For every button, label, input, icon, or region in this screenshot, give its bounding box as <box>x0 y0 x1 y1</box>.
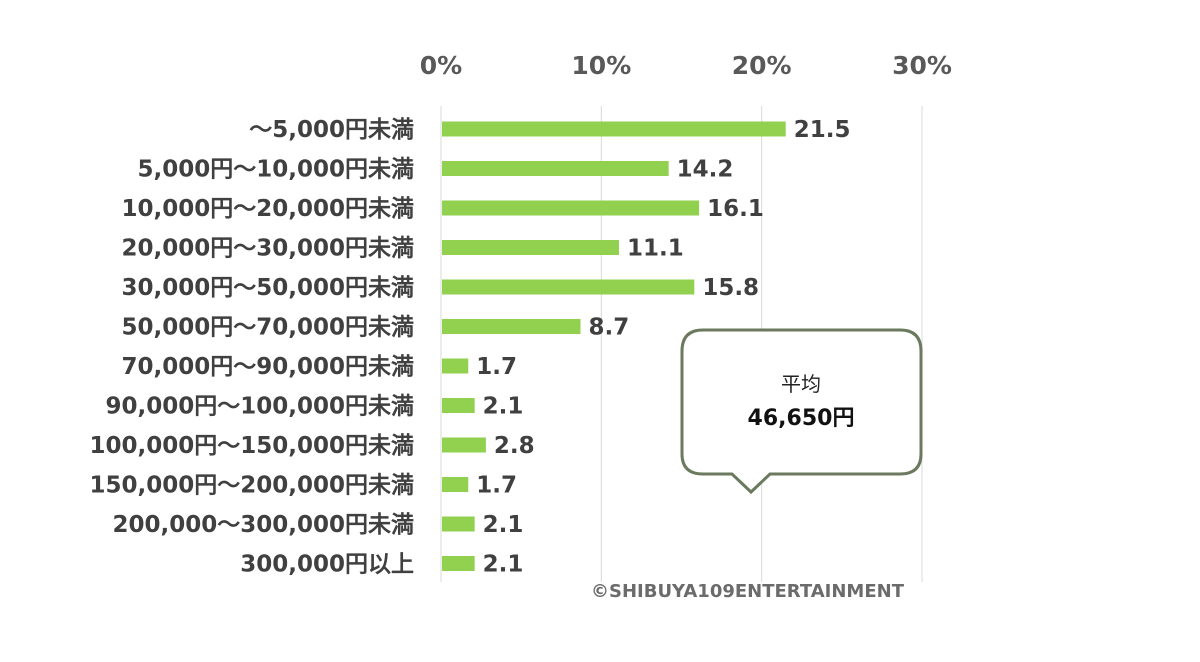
category-label: 30,000円～50,000円未満 <box>121 275 414 301</box>
average-callout: 平均 46,650円 <box>680 328 923 495</box>
credit-text: ©SHIBUYA109ENTERTAINMENT <box>591 581 905 602</box>
data-label: 2.8 <box>494 433 535 459</box>
category-label: 300,000円以上 <box>240 552 414 578</box>
bar <box>442 161 669 176</box>
data-label: 8.7 <box>588 315 629 341</box>
category-label: 200,000～300,000円未満 <box>112 512 414 538</box>
callout-title: 平均 <box>781 372 821 396</box>
data-label: 2.1 <box>483 552 524 578</box>
data-label: 11.1 <box>627 236 684 262</box>
bar <box>442 398 475 413</box>
category-label: 5,000円～10,000円未満 <box>137 157 414 183</box>
data-label: 16.1 <box>707 196 764 222</box>
category-label: 10,000円～20,000円未満 <box>121 196 414 222</box>
category-label: 20,000円～30,000円未満 <box>121 236 414 262</box>
category-label: 150,000円～200,000円未満 <box>89 473 414 499</box>
x-tick-label: 30% <box>892 51 952 80</box>
data-label: 1.7 <box>476 354 517 380</box>
bar <box>442 279 695 295</box>
data-label: 2.1 <box>483 394 524 420</box>
data-label: 21.5 <box>794 117 851 143</box>
callout-bubble <box>680 328 923 495</box>
data-label: 1.7 <box>476 473 517 499</box>
data-label: 14.2 <box>677 157 734 183</box>
category-label: 90,000円～100,000円未満 <box>105 394 414 420</box>
bar <box>442 437 486 453</box>
data-label: 2.1 <box>483 512 524 538</box>
category-label: ～5,000円未満 <box>249 117 414 143</box>
value-labels: 21.5 14.2 16.1 11.1 15.8 8.7 1.7 2.1 2.8 1.7 2.1 2.… <box>476 117 850 578</box>
category-labels: ～5,000円未満 5,000円～10,000円未満 10,000円～20,000円… <box>89 117 414 578</box>
bars <box>442 121 786 571</box>
bar <box>442 240 619 255</box>
x-axis-ticks: 0% 10% 20% 30% <box>420 51 952 80</box>
data-label: 15.8 <box>702 275 759 301</box>
x-tick-label: 10% <box>571 51 631 80</box>
bar <box>442 121 786 137</box>
category-label: 100,000円～150,000円未満 <box>89 433 414 459</box>
category-label: 50,000円～70,000円未満 <box>121 315 414 341</box>
category-label: 70,000円～90,000円未満 <box>121 354 414 380</box>
bar <box>442 319 581 334</box>
x-tick-label: 20% <box>732 51 792 80</box>
bar <box>442 516 475 532</box>
bar <box>442 358 469 374</box>
bar <box>442 556 475 571</box>
x-tick-label: 0% <box>420 51 462 80</box>
bar <box>442 477 469 492</box>
bar <box>442 200 700 216</box>
callout-value: 46,650円 <box>748 406 855 431</box>
